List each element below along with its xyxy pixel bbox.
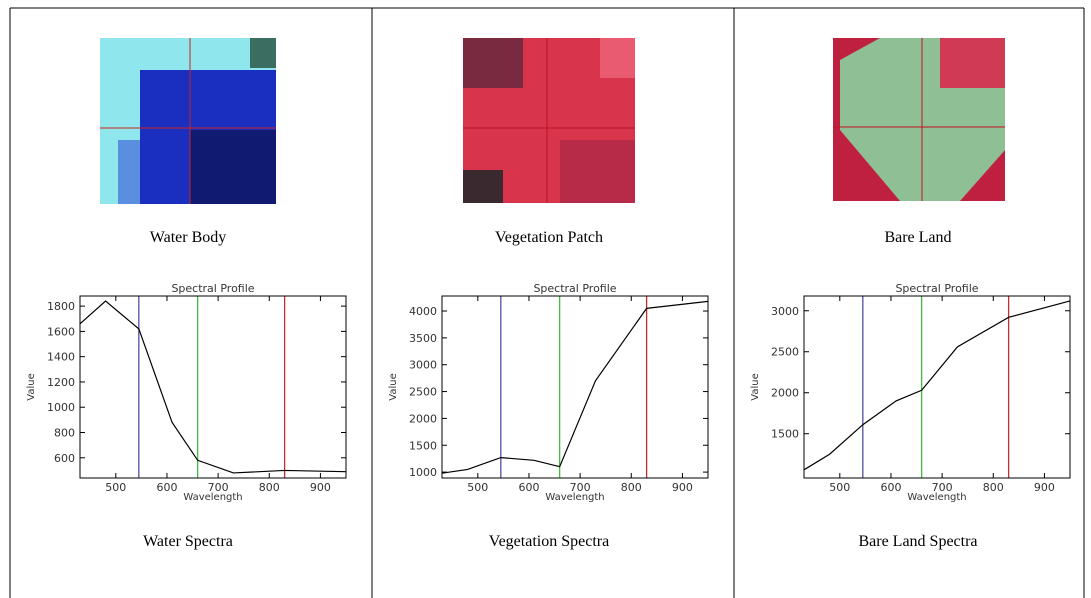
chart-title: Spectral Profile [533,282,616,295]
water-image [100,38,276,204]
x-tick-label: 700 [208,481,229,494]
chart-title: Spectral Profile [895,282,978,295]
y-tick-label: 1000 [47,401,75,414]
x-tick-label: 600 [156,481,177,494]
figure: Water BodyWater SpectraSpectral ProfileW… [0,0,1091,598]
y-tick-label: 2500 [409,386,437,399]
x-tick-label: 600 [518,481,539,494]
image-label: Bare Land [884,229,951,246]
x-tick-label: 800 [259,481,280,494]
x-tick-label: 600 [880,481,901,494]
x-tick-label: 700 [570,481,591,494]
x-tick-label: 900 [310,481,331,494]
y-axis-label: Value [750,373,761,400]
caption: Bare Land Spectra [858,533,977,550]
bare-land-image [833,38,1005,201]
x-tick-label: 900 [1034,481,1055,494]
y-tick-label: 1200 [47,376,75,389]
caption: Vegetation Spectra [489,533,609,550]
y-tick-label: 600 [54,452,75,465]
y-tick-label: 2000 [771,387,799,400]
y-tick-label: 2500 [771,346,799,359]
x-tick-label: 800 [621,481,642,494]
y-axis-label: Value [388,373,399,400]
x-tick-label: 500 [105,481,126,494]
y-tick-label: 3500 [409,332,437,345]
y-tick-label: 1400 [47,351,75,364]
y-tick-label: 1500 [409,439,437,452]
y-tick-label: 3000 [409,359,437,372]
x-tick-label: 500 [829,481,850,494]
y-axis-label: Value [26,373,37,400]
x-tick-label: 900 [672,481,693,494]
chart-title: Spectral Profile [171,282,254,295]
y-tick-label: 4000 [409,305,437,318]
page: Water BodyWater SpectraSpectral ProfileW… [0,0,1091,598]
y-tick-label: 800 [54,427,75,440]
image-label: Vegetation Patch [495,229,603,246]
x-tick-label: 800 [983,481,1004,494]
x-tick-label: 700 [932,481,953,494]
y-tick-label: 3000 [771,305,799,318]
y-tick-label: 1600 [47,325,75,338]
image-label: Water Body [150,229,226,246]
x-tick-label: 500 [467,481,488,494]
y-tick-label: 2000 [409,412,437,425]
y-tick-label: 1800 [47,300,75,313]
caption: Water Spectra [143,533,233,550]
y-tick-label: 1000 [409,466,437,479]
y-tick-label: 1500 [771,428,799,441]
vegetation-image [463,38,635,203]
